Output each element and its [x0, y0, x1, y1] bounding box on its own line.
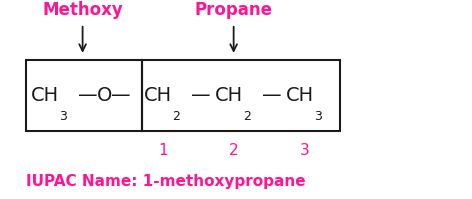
Text: —: — — [111, 86, 131, 105]
Text: CH: CH — [144, 86, 172, 105]
Text: O: O — [97, 86, 112, 105]
Text: 2: 2 — [243, 110, 251, 123]
Text: 2: 2 — [229, 143, 238, 158]
Text: —: — — [262, 86, 282, 105]
Text: 3: 3 — [59, 110, 67, 123]
Text: 3: 3 — [300, 143, 309, 158]
Text: Methoxy: Methoxy — [42, 1, 123, 19]
Text: CH: CH — [286, 86, 314, 105]
Text: —: — — [191, 86, 211, 105]
Text: —: — — [78, 86, 98, 105]
Text: 1: 1 — [158, 143, 168, 158]
Text: 2: 2 — [172, 110, 180, 123]
Text: CH: CH — [31, 86, 59, 105]
Text: CH: CH — [215, 86, 243, 105]
Text: IUPAC Name: 1-methoxypropane: IUPAC Name: 1-methoxypropane — [26, 174, 305, 189]
Text: Propane: Propane — [194, 1, 273, 19]
Text: 3: 3 — [314, 110, 322, 123]
